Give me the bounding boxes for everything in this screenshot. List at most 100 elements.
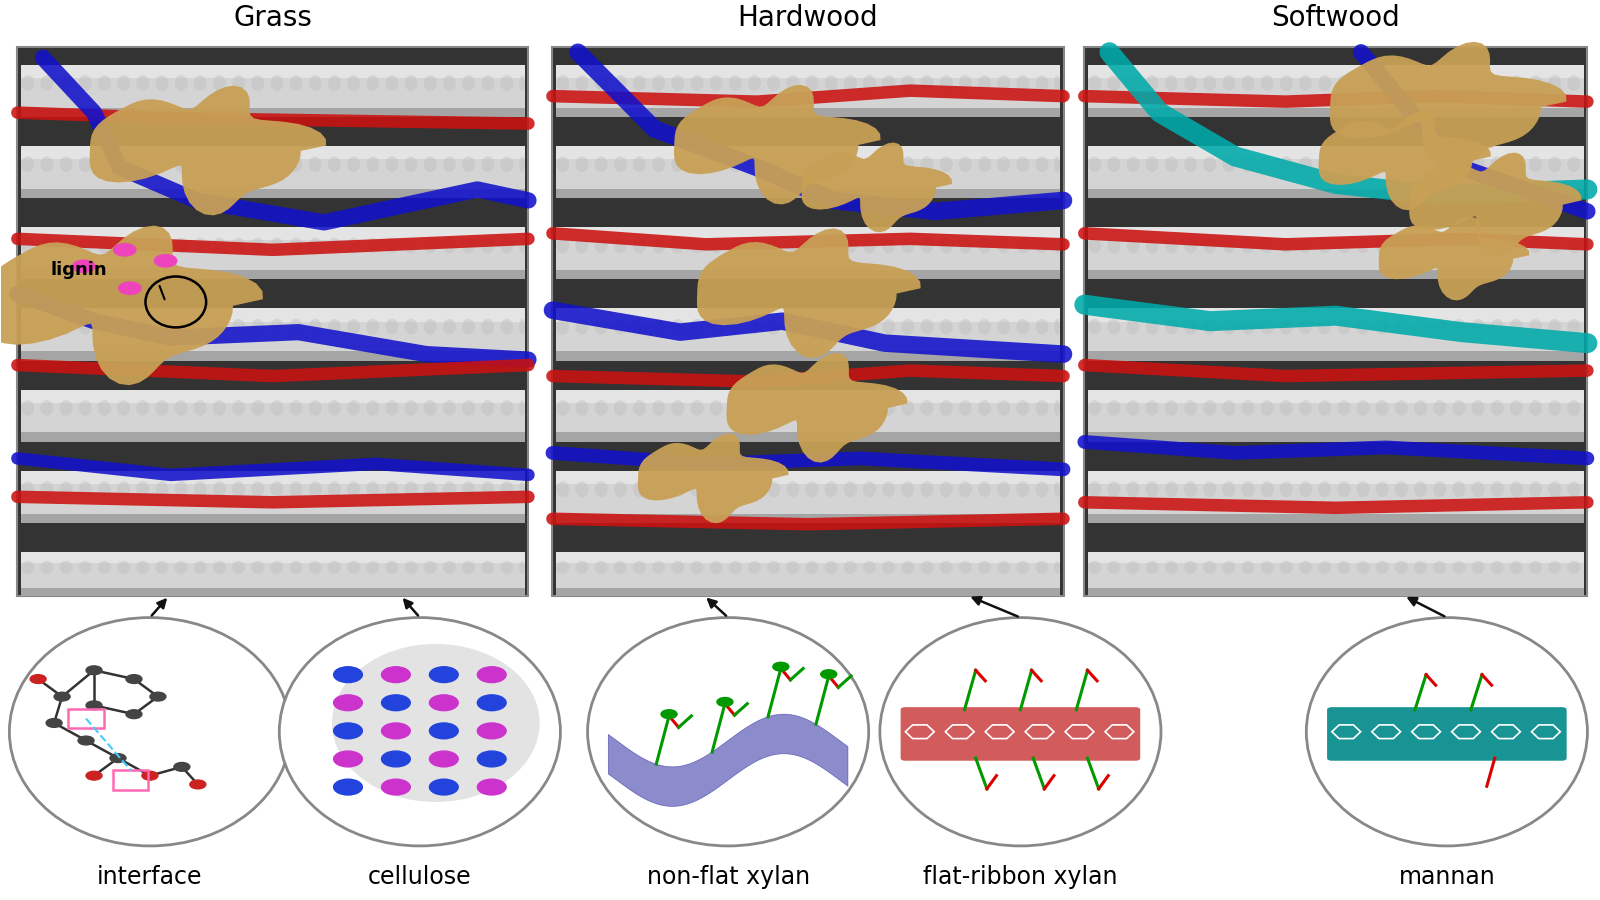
Ellipse shape	[1280, 319, 1293, 335]
Ellipse shape	[232, 561, 245, 574]
Ellipse shape	[462, 482, 475, 497]
Ellipse shape	[1414, 76, 1427, 91]
Ellipse shape	[1299, 482, 1312, 497]
Ellipse shape	[309, 561, 322, 574]
Ellipse shape	[1395, 400, 1408, 416]
Ellipse shape	[1107, 400, 1120, 416]
Ellipse shape	[290, 76, 302, 91]
Ellipse shape	[1261, 238, 1274, 253]
Ellipse shape	[1318, 319, 1331, 335]
Ellipse shape	[997, 561, 1010, 574]
Ellipse shape	[1126, 157, 1139, 172]
Ellipse shape	[194, 319, 206, 335]
Ellipse shape	[901, 76, 914, 91]
Ellipse shape	[997, 157, 1010, 172]
Ellipse shape	[1318, 482, 1331, 497]
Ellipse shape	[1222, 76, 1235, 91]
Ellipse shape	[672, 238, 685, 253]
Ellipse shape	[691, 76, 704, 91]
Ellipse shape	[749, 482, 762, 497]
Ellipse shape	[862, 238, 875, 253]
Ellipse shape	[824, 157, 838, 172]
Ellipse shape	[136, 238, 149, 253]
Ellipse shape	[40, 561, 53, 574]
Bar	[21, 146, 525, 198]
Ellipse shape	[40, 76, 53, 91]
Ellipse shape	[462, 400, 475, 416]
Ellipse shape	[1510, 238, 1523, 253]
Ellipse shape	[1165, 319, 1178, 335]
Polygon shape	[726, 353, 907, 463]
Ellipse shape	[576, 157, 589, 172]
Circle shape	[773, 662, 789, 671]
Ellipse shape	[328, 482, 341, 497]
Ellipse shape	[1184, 76, 1197, 91]
Ellipse shape	[1165, 482, 1178, 497]
Bar	[555, 107, 1061, 117]
Bar	[21, 228, 525, 279]
Ellipse shape	[1510, 482, 1523, 497]
Ellipse shape	[1357, 76, 1370, 91]
Ellipse shape	[653, 76, 666, 91]
Ellipse shape	[786, 400, 800, 416]
Ellipse shape	[786, 238, 800, 253]
Ellipse shape	[98, 561, 110, 574]
Ellipse shape	[824, 561, 838, 574]
Bar	[1088, 351, 1584, 361]
Ellipse shape	[843, 482, 856, 497]
Ellipse shape	[824, 76, 838, 91]
Ellipse shape	[1491, 157, 1504, 172]
Circle shape	[110, 753, 126, 762]
Ellipse shape	[21, 157, 34, 172]
Ellipse shape	[939, 157, 952, 172]
Ellipse shape	[290, 319, 302, 335]
Ellipse shape	[1376, 157, 1389, 172]
Circle shape	[126, 675, 142, 683]
Ellipse shape	[672, 561, 685, 574]
Ellipse shape	[710, 76, 723, 91]
Ellipse shape	[1146, 157, 1158, 172]
Ellipse shape	[595, 238, 608, 253]
Ellipse shape	[1434, 157, 1446, 172]
Ellipse shape	[59, 238, 72, 253]
Ellipse shape	[1146, 561, 1158, 574]
Ellipse shape	[117, 561, 130, 574]
Ellipse shape	[501, 238, 514, 253]
Ellipse shape	[901, 561, 914, 574]
Circle shape	[54, 692, 70, 701]
Ellipse shape	[1491, 76, 1504, 91]
Circle shape	[429, 723, 458, 739]
Polygon shape	[90, 86, 326, 215]
Bar	[555, 433, 1061, 442]
Ellipse shape	[1376, 76, 1389, 91]
Ellipse shape	[587, 617, 869, 846]
Ellipse shape	[462, 76, 475, 91]
Ellipse shape	[309, 238, 322, 253]
Ellipse shape	[1107, 482, 1120, 497]
Ellipse shape	[213, 238, 226, 253]
Ellipse shape	[576, 238, 589, 253]
Ellipse shape	[576, 76, 589, 91]
Bar	[555, 228, 1061, 279]
Bar	[555, 189, 1061, 198]
Circle shape	[334, 667, 362, 682]
Ellipse shape	[1453, 238, 1466, 253]
Ellipse shape	[520, 157, 525, 172]
Ellipse shape	[557, 238, 570, 253]
Ellipse shape	[482, 157, 494, 172]
Ellipse shape	[730, 400, 742, 416]
Ellipse shape	[1222, 482, 1235, 497]
Ellipse shape	[1414, 482, 1427, 497]
Ellipse shape	[1453, 400, 1466, 416]
Ellipse shape	[155, 561, 168, 574]
Ellipse shape	[595, 76, 608, 91]
Ellipse shape	[1395, 157, 1408, 172]
Ellipse shape	[1016, 482, 1029, 497]
Ellipse shape	[21, 400, 34, 416]
Ellipse shape	[1261, 482, 1274, 497]
Ellipse shape	[901, 238, 914, 253]
Ellipse shape	[1107, 76, 1120, 91]
Ellipse shape	[98, 238, 110, 253]
Ellipse shape	[1261, 157, 1274, 172]
Ellipse shape	[1146, 400, 1158, 416]
